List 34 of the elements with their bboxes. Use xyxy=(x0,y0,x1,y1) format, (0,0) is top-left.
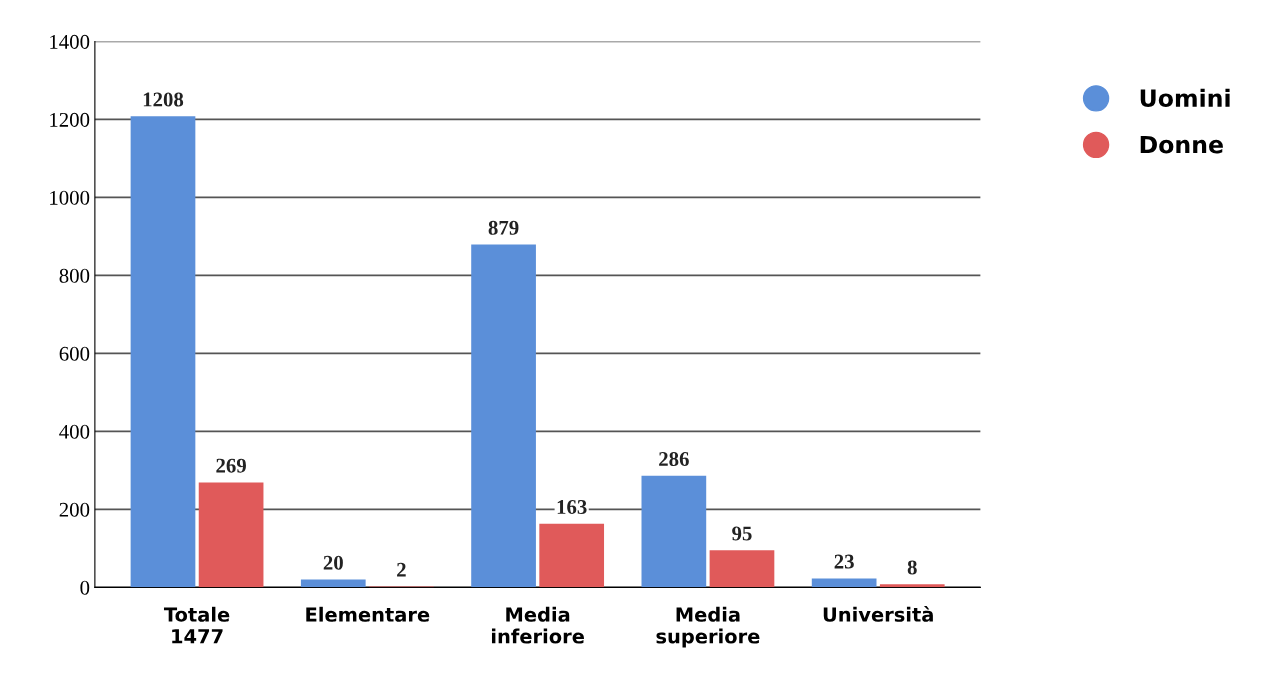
data-label: 1208 xyxy=(143,92,184,107)
data-label: 2 xyxy=(397,562,406,577)
data-label: 286 xyxy=(659,451,689,467)
data-label: 95 xyxy=(732,526,752,541)
data-label: 269 xyxy=(216,458,246,473)
legend-label: Uomini xyxy=(1140,88,1230,107)
y-tick-label: 0 xyxy=(80,580,90,595)
legend-label: Donne xyxy=(1140,135,1223,154)
x-tick-label: Media superiore xyxy=(656,606,760,648)
x-tick-label: Università xyxy=(823,606,933,622)
bar xyxy=(471,244,536,588)
bar xyxy=(811,578,877,588)
bar xyxy=(198,482,264,588)
y-tick-label: 1400 xyxy=(50,34,90,49)
x-tick-label: Media inferiore xyxy=(491,606,584,644)
bar xyxy=(130,116,196,588)
bar xyxy=(300,579,366,588)
bar xyxy=(539,523,605,588)
y-tick-label: 800 xyxy=(59,268,90,283)
data-label: 23 xyxy=(834,554,854,569)
y-tick-label: 400 xyxy=(59,424,90,439)
x-tick-label: Elementare xyxy=(306,606,430,622)
x-tick-label: Totale 1477 xyxy=(163,606,230,644)
y-tick-label: 1200 xyxy=(50,112,90,127)
y-tick-label: 1000 xyxy=(50,190,90,205)
data-label: 879 xyxy=(488,220,519,235)
bar xyxy=(709,550,775,588)
data-label: 8 xyxy=(907,560,917,575)
data-label: 163 xyxy=(557,500,587,515)
bar xyxy=(879,584,945,588)
y-tick-label: 200 xyxy=(59,502,90,517)
y-tick-label: 600 xyxy=(59,346,90,361)
data-label: 20 xyxy=(323,555,343,570)
bar xyxy=(641,475,707,588)
